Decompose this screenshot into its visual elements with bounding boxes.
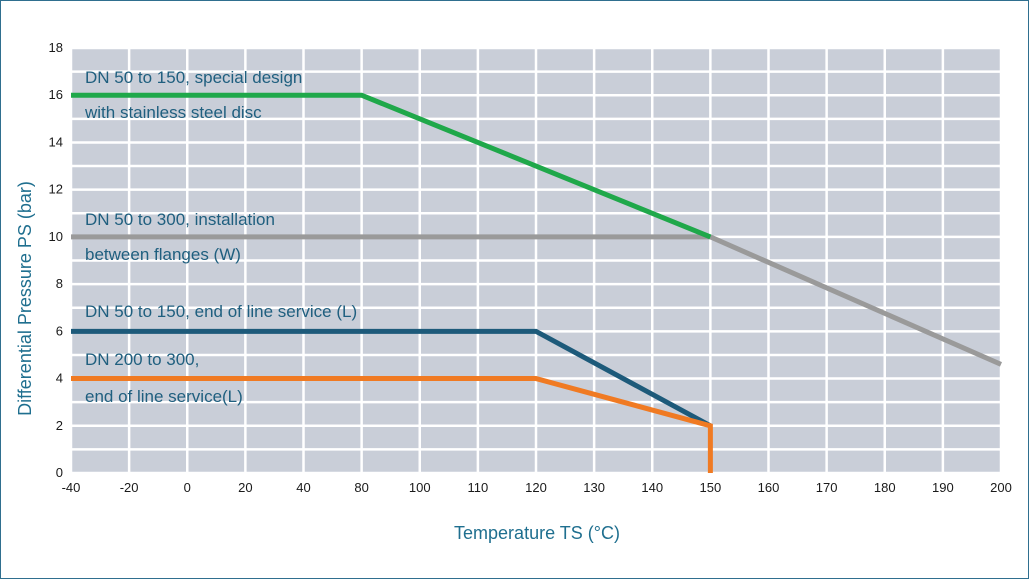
x-tick-label: 160 [758, 480, 780, 495]
series-label-2: DN 50 to 150, end of line service (L) [85, 302, 357, 321]
y-tick-label: 18 [49, 40, 63, 55]
y-tick-label: 6 [56, 323, 63, 338]
series-line-0 [71, 92, 712, 240]
x-tick-label: -20 [120, 480, 139, 495]
series-line-2 [71, 328, 712, 428]
x-tick-label: 110 [468, 480, 489, 495]
y-tick-label: 2 [56, 418, 63, 433]
y-tick-label: 14 [49, 134, 63, 149]
x-tick-label: 130 [583, 480, 605, 495]
series-label-3: end of line service(L) [85, 387, 243, 406]
x-tick-label: 20 [238, 480, 252, 495]
x-tick-label: 200 [990, 480, 1012, 495]
x-axis-ticks: -40 -20 0 20 40 80 100 110 120 130 140 150 160 170 180… [62, 480, 1012, 495]
y-tick-label: 16 [49, 87, 63, 102]
y-tick-label: 0 [56, 465, 63, 480]
x-tick-label: 140 [641, 480, 663, 495]
series-label-1: between flanges (W) [85, 245, 241, 264]
series-labels: DN 50 to 150, special design with stainle… [84, 68, 357, 406]
x-tick-label: 0 [184, 480, 191, 495]
x-tick-label: -40 [62, 480, 81, 495]
series-line-3 [71, 376, 713, 473]
series-label-1: DN 50 to 300, installation [85, 210, 275, 229]
series-label-0: DN 50 to 150, special design [85, 68, 302, 87]
y-tick-label: 10 [49, 229, 63, 244]
y-tick-label: 12 [49, 182, 63, 197]
series-label-3: DN 200 to 300, [85, 350, 199, 369]
y-tick-label: 4 [56, 371, 63, 386]
x-axis-title: Temperature TS (°C) [454, 523, 620, 543]
series-label-0: with stainless steel disc [84, 103, 262, 122]
y-tick-label: 8 [56, 276, 63, 291]
x-tick-label: 100 [409, 480, 431, 495]
y-axis-title: Differential Pressure PS (bar) [15, 181, 35, 416]
series-lines [71, 92, 1003, 473]
x-tick-label: 170 [816, 480, 838, 495]
x-tick-label: 120 [525, 480, 547, 495]
x-tick-label: 190 [932, 480, 954, 495]
x-tick-label: 150 [700, 480, 722, 495]
x-tick-label: 180 [874, 480, 896, 495]
x-tick-label: 40 [296, 480, 310, 495]
y-axis-ticks: 0 2 4 6 8 10 12 14 16 18 [49, 40, 63, 480]
x-tick-label: 80 [354, 480, 368, 495]
